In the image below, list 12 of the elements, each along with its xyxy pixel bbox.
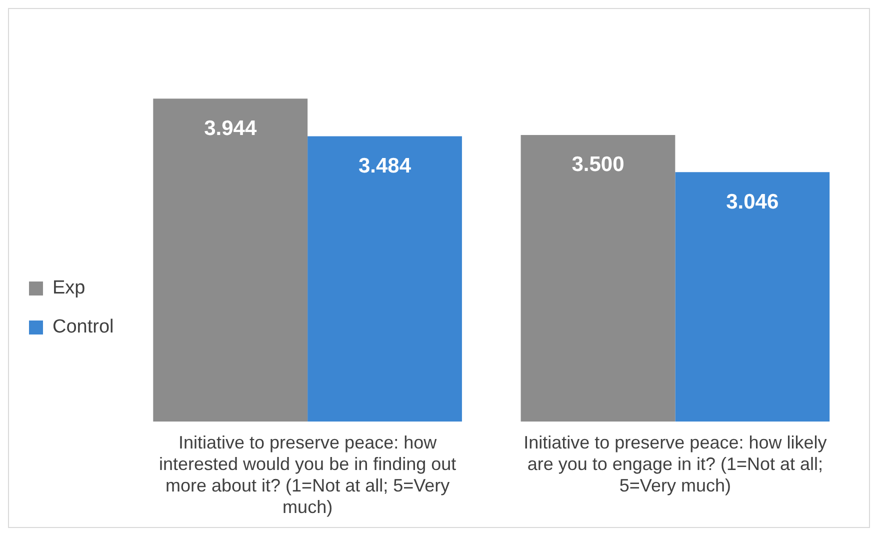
bar <box>520 134 676 422</box>
data-label: 3.500 <box>572 153 624 176</box>
bar <box>675 172 830 422</box>
data-label: 3.046 <box>726 190 779 214</box>
bar <box>308 136 462 422</box>
x-tick-label: Initiative to preserve peace: how likely are you to engage in it? (1=Not at all; 5=Very much) <box>524 432 827 496</box>
data-label: 3.484 <box>358 154 412 178</box>
legend-label: Exp <box>52 278 86 299</box>
bar <box>153 98 308 422</box>
legend-label: Control <box>52 316 114 338</box>
data-label: 3.944 <box>204 116 257 140</box>
x-tick-label: Initiative to preserve peace: how interested would you be in finding out more about it? (1=Not at all; 5=Very much) <box>158 432 456 518</box>
